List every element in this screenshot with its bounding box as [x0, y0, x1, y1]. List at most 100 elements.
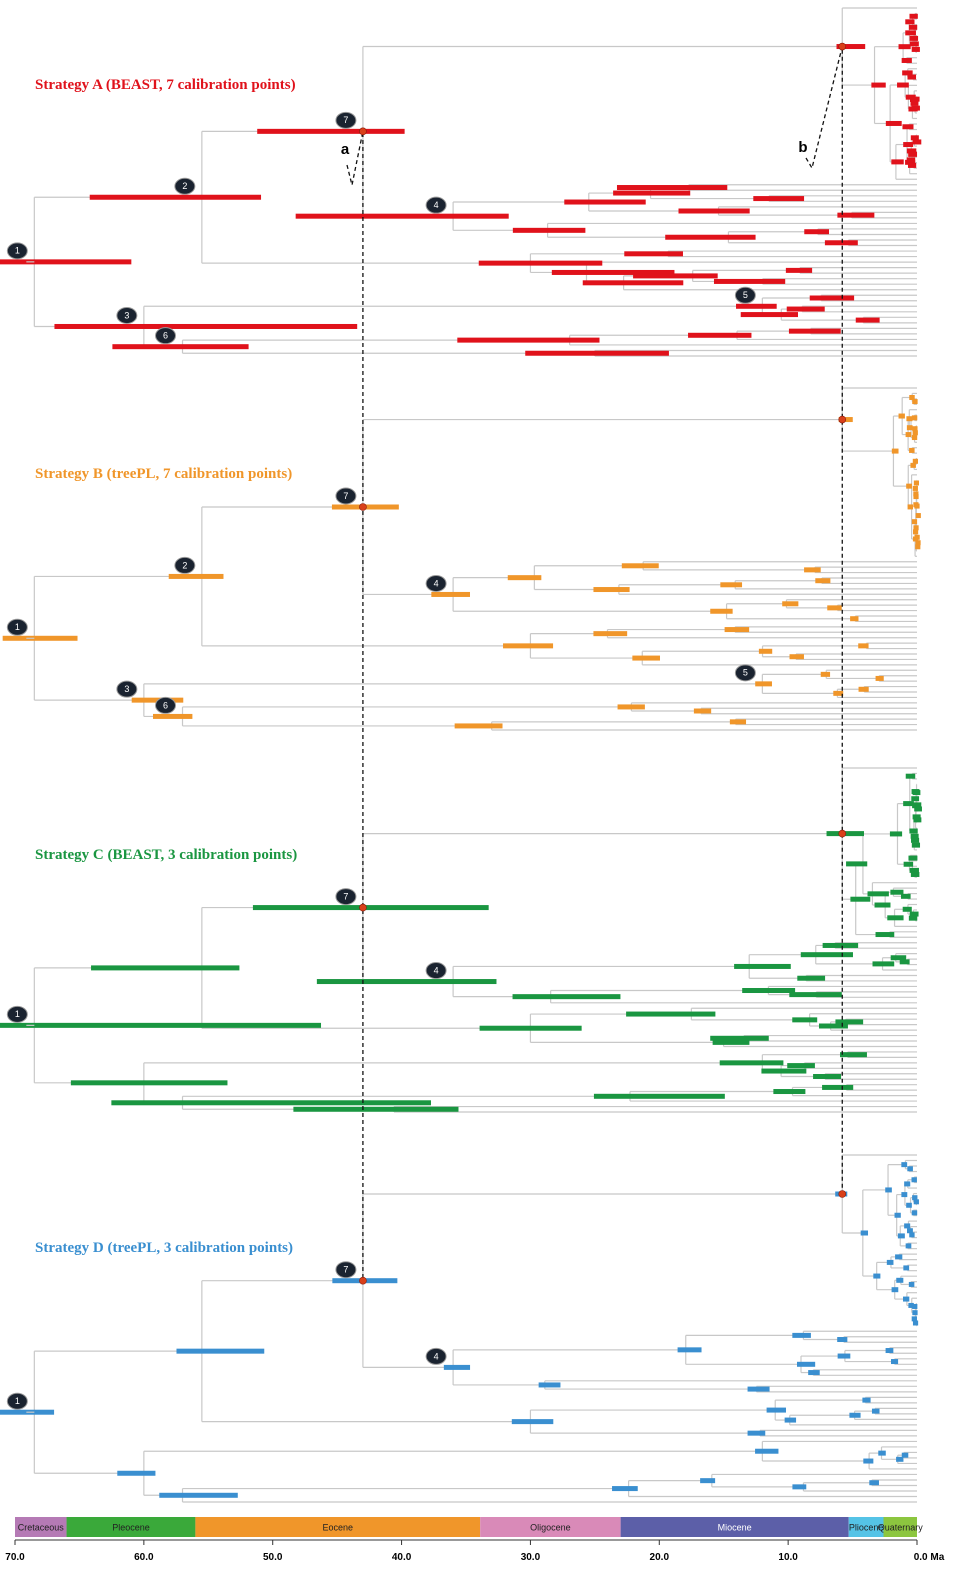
hpd-bar	[564, 199, 646, 205]
calibration-marker	[174, 556, 196, 574]
hpd-bar	[907, 1166, 913, 1172]
node-dot	[359, 127, 367, 136]
calibration-marker	[335, 1261, 357, 1279]
calibration-label: 3	[124, 310, 129, 320]
x-tick-label: 20.0	[650, 1552, 670, 1563]
hpd-bar	[431, 591, 470, 597]
hpd-bar	[913, 802, 922, 808]
hpd-bar	[896, 1456, 904, 1462]
hpd-bar	[818, 1023, 848, 1029]
hpd-bar	[913, 1199, 919, 1205]
epoch-band	[883, 1517, 917, 1537]
hpd-bar	[507, 575, 542, 581]
calibration-marker	[734, 664, 756, 682]
hpd-bar	[111, 1100, 431, 1106]
hpd-bar	[903, 1265, 910, 1271]
hpd-bar	[713, 278, 786, 284]
calibration-marker	[734, 286, 756, 304]
x-tick-label: 10.0	[778, 1552, 798, 1563]
hpd-bar	[912, 139, 922, 145]
epoch-label: Miocene	[718, 1522, 752, 1532]
hpd-bar	[899, 959, 910, 965]
hpd-bar	[796, 1361, 816, 1367]
hpd-bar	[835, 1019, 864, 1025]
hpd-bar	[858, 686, 869, 692]
hpd-bar	[316, 979, 497, 985]
hpd-bar	[898, 44, 911, 50]
hpd-bar	[908, 151, 918, 157]
calibration-label: 1	[15, 246, 20, 256]
hpd-bar	[824, 240, 858, 246]
hpd-bar	[159, 1492, 238, 1498]
hpd-bar	[901, 57, 912, 63]
hpd-bar	[911, 1177, 917, 1183]
hpd-bar	[902, 906, 912, 912]
calibration-marker	[6, 1392, 28, 1410]
hpd-bar	[295, 213, 509, 219]
hpd-bar	[905, 30, 916, 36]
hpd-bar	[891, 1359, 899, 1365]
hpd-bar	[850, 616, 859, 622]
hpd-bar	[891, 1287, 899, 1293]
hpd-bar	[908, 24, 918, 30]
hpd-bar	[907, 1228, 913, 1234]
hpd-bar	[907, 504, 913, 510]
hpd-bar	[909, 35, 919, 41]
hpd-bar	[886, 1259, 894, 1265]
node-dot	[838, 415, 847, 424]
tree	[2, 387, 921, 731]
calibration-label: 2	[182, 560, 187, 570]
hpd-bar	[785, 267, 813, 273]
hpd-bar	[906, 157, 916, 163]
hpd-bar	[846, 861, 868, 867]
hpd-bar	[911, 1210, 918, 1216]
hpd-bar	[443, 1364, 471, 1370]
calibration-label: 1	[15, 622, 20, 632]
calibration-marker	[174, 177, 196, 195]
hpd-bar	[875, 932, 895, 938]
hpd-bar	[257, 128, 405, 134]
panel-title: Strategy A (BEAST, 7 calibration points)	[35, 77, 296, 93]
hpd-bar	[913, 817, 922, 823]
hpd-bar	[906, 148, 917, 154]
hpd-bar	[911, 1316, 917, 1322]
hpd-bar	[551, 269, 675, 275]
calibration-marker	[155, 327, 177, 345]
tree	[0, 1154, 919, 1503]
hpd-bar	[2, 635, 78, 641]
hpd-bar	[909, 828, 918, 834]
hpd-bar	[863, 1458, 874, 1464]
x-tick-label: 30.0	[521, 1552, 541, 1563]
hpd-bar	[913, 494, 919, 500]
hpd-bar	[712, 1039, 750, 1045]
hpd-bar	[915, 513, 921, 519]
hpd-bar	[837, 212, 875, 218]
hpd-bar	[0, 259, 132, 265]
hpd-bar	[593, 1093, 725, 1099]
hpd-bar	[869, 1480, 879, 1486]
hpd-bar	[677, 1347, 702, 1353]
hpd-bar	[117, 1470, 156, 1476]
hpd-bar	[457, 337, 600, 343]
hpd-bar	[913, 480, 919, 486]
hpd-bar	[613, 190, 691, 196]
hpd-bar	[908, 1281, 915, 1287]
hpd-bar	[755, 681, 772, 687]
hpd-bar	[895, 1254, 903, 1260]
panel-title: Strategy C (BEAST, 3 calibration points)	[35, 847, 297, 863]
hpd-bar	[850, 896, 871, 902]
hpd-bar	[903, 861, 914, 867]
hpd-bar	[454, 723, 503, 729]
hpd-bar	[906, 425, 913, 431]
tree	[0, 767, 922, 1113]
hpd-bar	[873, 1273, 881, 1279]
hpd-bar	[815, 578, 831, 584]
hpd-bar	[885, 1348, 894, 1354]
hpd-bar	[904, 1181, 911, 1187]
hpd-bar	[293, 1106, 459, 1112]
hpd-bar	[153, 713, 193, 719]
hpd-bar	[913, 491, 919, 497]
hpd-bar	[912, 1303, 918, 1309]
dashed-connector	[805, 46, 843, 1194]
